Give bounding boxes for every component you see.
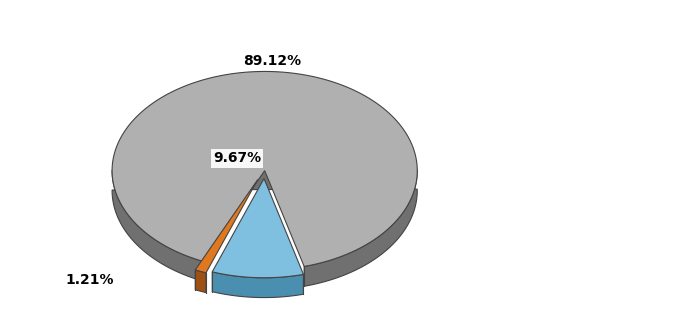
Text: 9.67%: 9.67% — [213, 151, 261, 165]
Polygon shape — [112, 169, 417, 286]
Polygon shape — [212, 272, 304, 298]
Polygon shape — [195, 270, 206, 293]
Polygon shape — [112, 71, 417, 266]
Text: 1.21%: 1.21% — [65, 274, 114, 288]
Text: 89.12%: 89.12% — [244, 54, 302, 68]
Polygon shape — [212, 179, 304, 278]
Polygon shape — [195, 179, 258, 273]
Legend: BFM, TBW, OF: BFM, TBW, OF — [677, 103, 684, 191]
